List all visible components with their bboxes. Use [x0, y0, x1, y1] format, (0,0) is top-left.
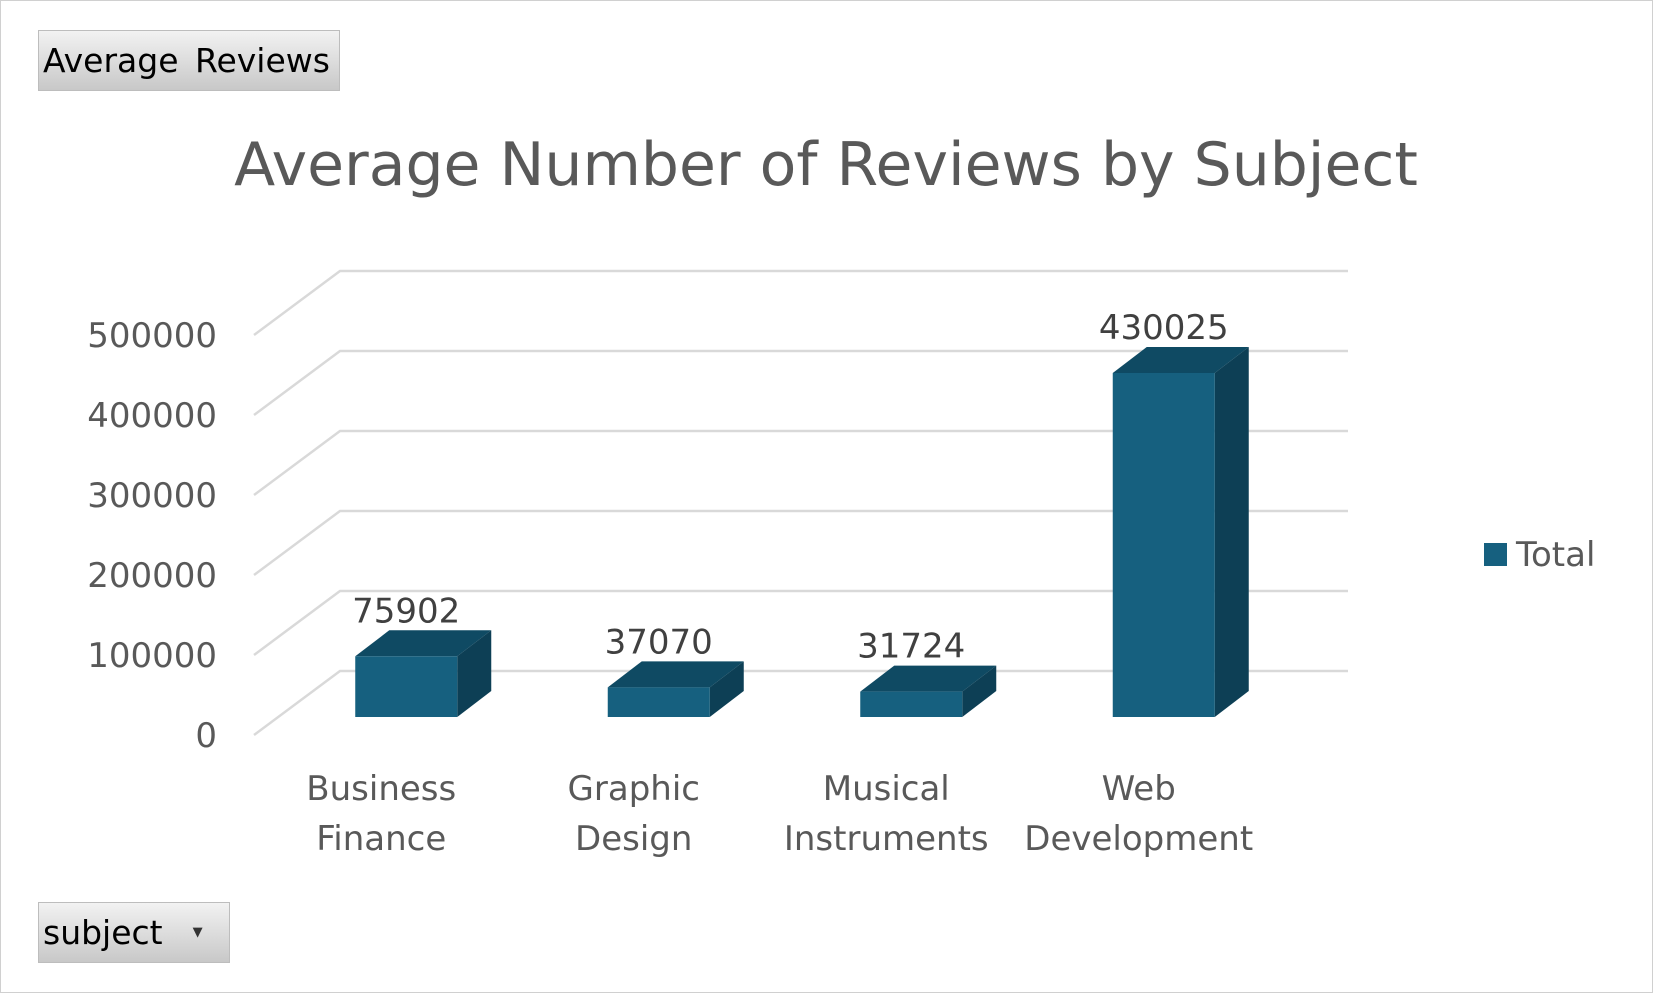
bar-front-face [355, 656, 458, 717]
bar-front-face [1112, 372, 1215, 717]
y-tick-label: 200000 [87, 556, 217, 596]
gridlines [253, 269, 1348, 737]
bar-front-face [607, 687, 710, 717]
data-label: 37070 [605, 622, 713, 662]
y-tick-label: 0 [195, 716, 217, 756]
legend-label: Total [1515, 535, 1595, 575]
y-tick-label: 400000 [87, 396, 217, 436]
bar-top-face [607, 661, 744, 688]
bar-side-face [709, 661, 744, 717]
bars [355, 346, 1249, 717]
y-tick-label: 100000 [87, 636, 217, 676]
bar-side-face [962, 665, 997, 717]
bar-top-face [1112, 346, 1249, 373]
dropdown-arrow-icon[interactable]: ▼ [192, 925, 203, 940]
legend-swatch [1484, 543, 1507, 566]
data-label: 31724 [857, 627, 965, 667]
bar-side-face [1214, 346, 1249, 717]
category-label: Business Finance [306, 769, 456, 859]
subject-field-label: subject [43, 913, 163, 952]
category-label: Graphic Design [568, 769, 700, 859]
gridline [253, 269, 1348, 337]
bar[interactable] [355, 630, 492, 717]
category-labels: Business Finance Graphic Design Musical Instr… [306, 769, 1253, 859]
value-field-label: Average Reviews [43, 41, 330, 80]
value-field-button[interactable]: Average Reviews [38, 30, 340, 91]
bar[interactable] [607, 661, 744, 717]
bar[interactable] [860, 665, 997, 717]
bar-top-face [860, 665, 997, 692]
bar-top-face [355, 630, 492, 657]
subject-field-button[interactable]: subject ▼ [38, 902, 230, 963]
gridline [253, 349, 1348, 417]
category-label: Web Development [1024, 769, 1253, 859]
gridline [253, 429, 1348, 497]
gridline [253, 589, 1348, 657]
y-axis-ticks: 0 100000 200000 300000 400000 500000 [87, 316, 217, 756]
bar-front-face [860, 691, 963, 717]
data-labels: 75902 37070 31724 430025 [352, 308, 1228, 667]
y-tick-label: 500000 [87, 316, 217, 356]
bar-side-face [457, 630, 492, 717]
data-label: 430025 [1099, 308, 1229, 348]
gridline [253, 669, 1348, 737]
chart-title: Average Number of Reviews by Subject [234, 130, 1418, 200]
data-label: 75902 [352, 591, 460, 631]
gridline [253, 509, 1348, 577]
y-tick-label: 300000 [87, 476, 217, 516]
bar[interactable] [1112, 346, 1249, 717]
legend[interactable]: Total [1484, 535, 1595, 575]
category-label: Musical Instruments [784, 769, 989, 859]
